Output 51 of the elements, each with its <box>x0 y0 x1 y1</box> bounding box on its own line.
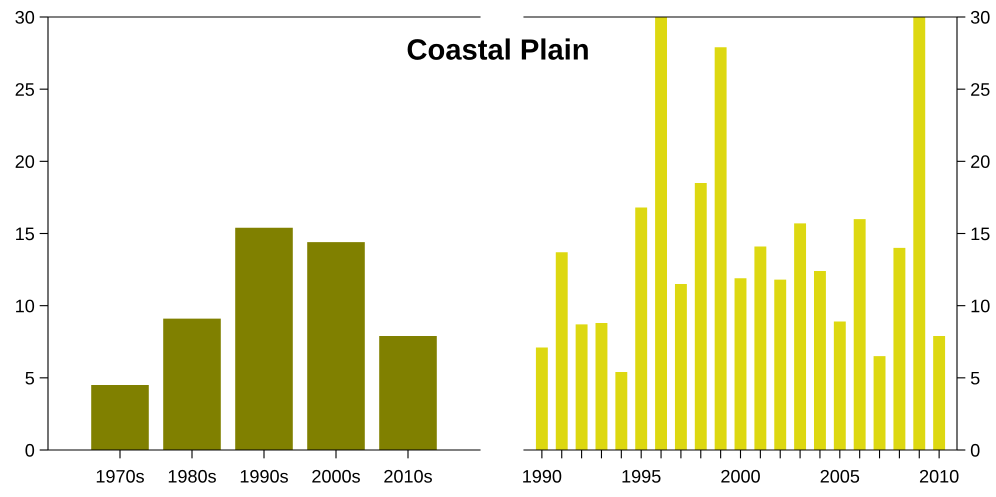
y-tick-label: 20 <box>971 155 990 168</box>
x-tick-label: 2000s <box>312 470 360 483</box>
bar <box>814 271 826 450</box>
bar <box>163 318 221 450</box>
y-tick-label: 30 <box>970 10 990 24</box>
bar <box>754 246 766 450</box>
bar <box>933 336 946 450</box>
bar <box>794 223 806 450</box>
bar <box>615 372 628 450</box>
bar <box>576 324 588 450</box>
y-tick-label: 0 <box>25 444 34 457</box>
bar <box>913 17 926 450</box>
x-tick-label: 2000 <box>721 470 760 483</box>
bar <box>307 242 365 450</box>
y-tick-label: 25 <box>16 83 34 96</box>
y-tick-label: 5 <box>970 372 980 385</box>
y-tick-label: 30 <box>15 10 34 24</box>
bar <box>674 284 687 450</box>
x-tick-label: 1990s <box>240 470 288 483</box>
x-tick-label: 1970s <box>96 470 144 483</box>
bar <box>734 278 746 450</box>
x-tick-label: 2010s <box>384 470 432 483</box>
x-tick-label: 1990 <box>523 470 562 483</box>
bar <box>774 280 786 450</box>
bar <box>596 322 608 450</box>
bar <box>834 322 846 450</box>
x-tick-label: 2010 <box>920 470 959 483</box>
bar <box>893 248 906 450</box>
bar <box>536 348 548 450</box>
x-tick-label: 2005 <box>820 470 860 483</box>
y-tick-label: 20 <box>16 155 34 168</box>
bar <box>694 182 707 450</box>
bar <box>556 252 568 450</box>
text: Coastal Plain <box>408 38 588 60</box>
bar <box>91 385 149 450</box>
bar <box>854 219 866 450</box>
bar <box>714 47 727 450</box>
bar <box>655 17 668 450</box>
x-tick-label: 1995 <box>622 470 661 483</box>
bar <box>379 336 437 450</box>
x-tick-label: 1980s <box>168 470 216 483</box>
y-tick-label: 10 <box>16 300 34 312</box>
y-tick-label: 15 <box>972 228 990 240</box>
y-tick-label: 25 <box>971 83 990 96</box>
bar <box>874 356 886 450</box>
bar <box>235 228 293 450</box>
bar <box>635 208 648 450</box>
y-tick-label: 15 <box>16 228 34 240</box>
y-tick-label: 5 <box>25 372 34 385</box>
y-tick-label: 10 <box>972 300 990 312</box>
y-tick-label: 0 <box>970 444 980 457</box>
